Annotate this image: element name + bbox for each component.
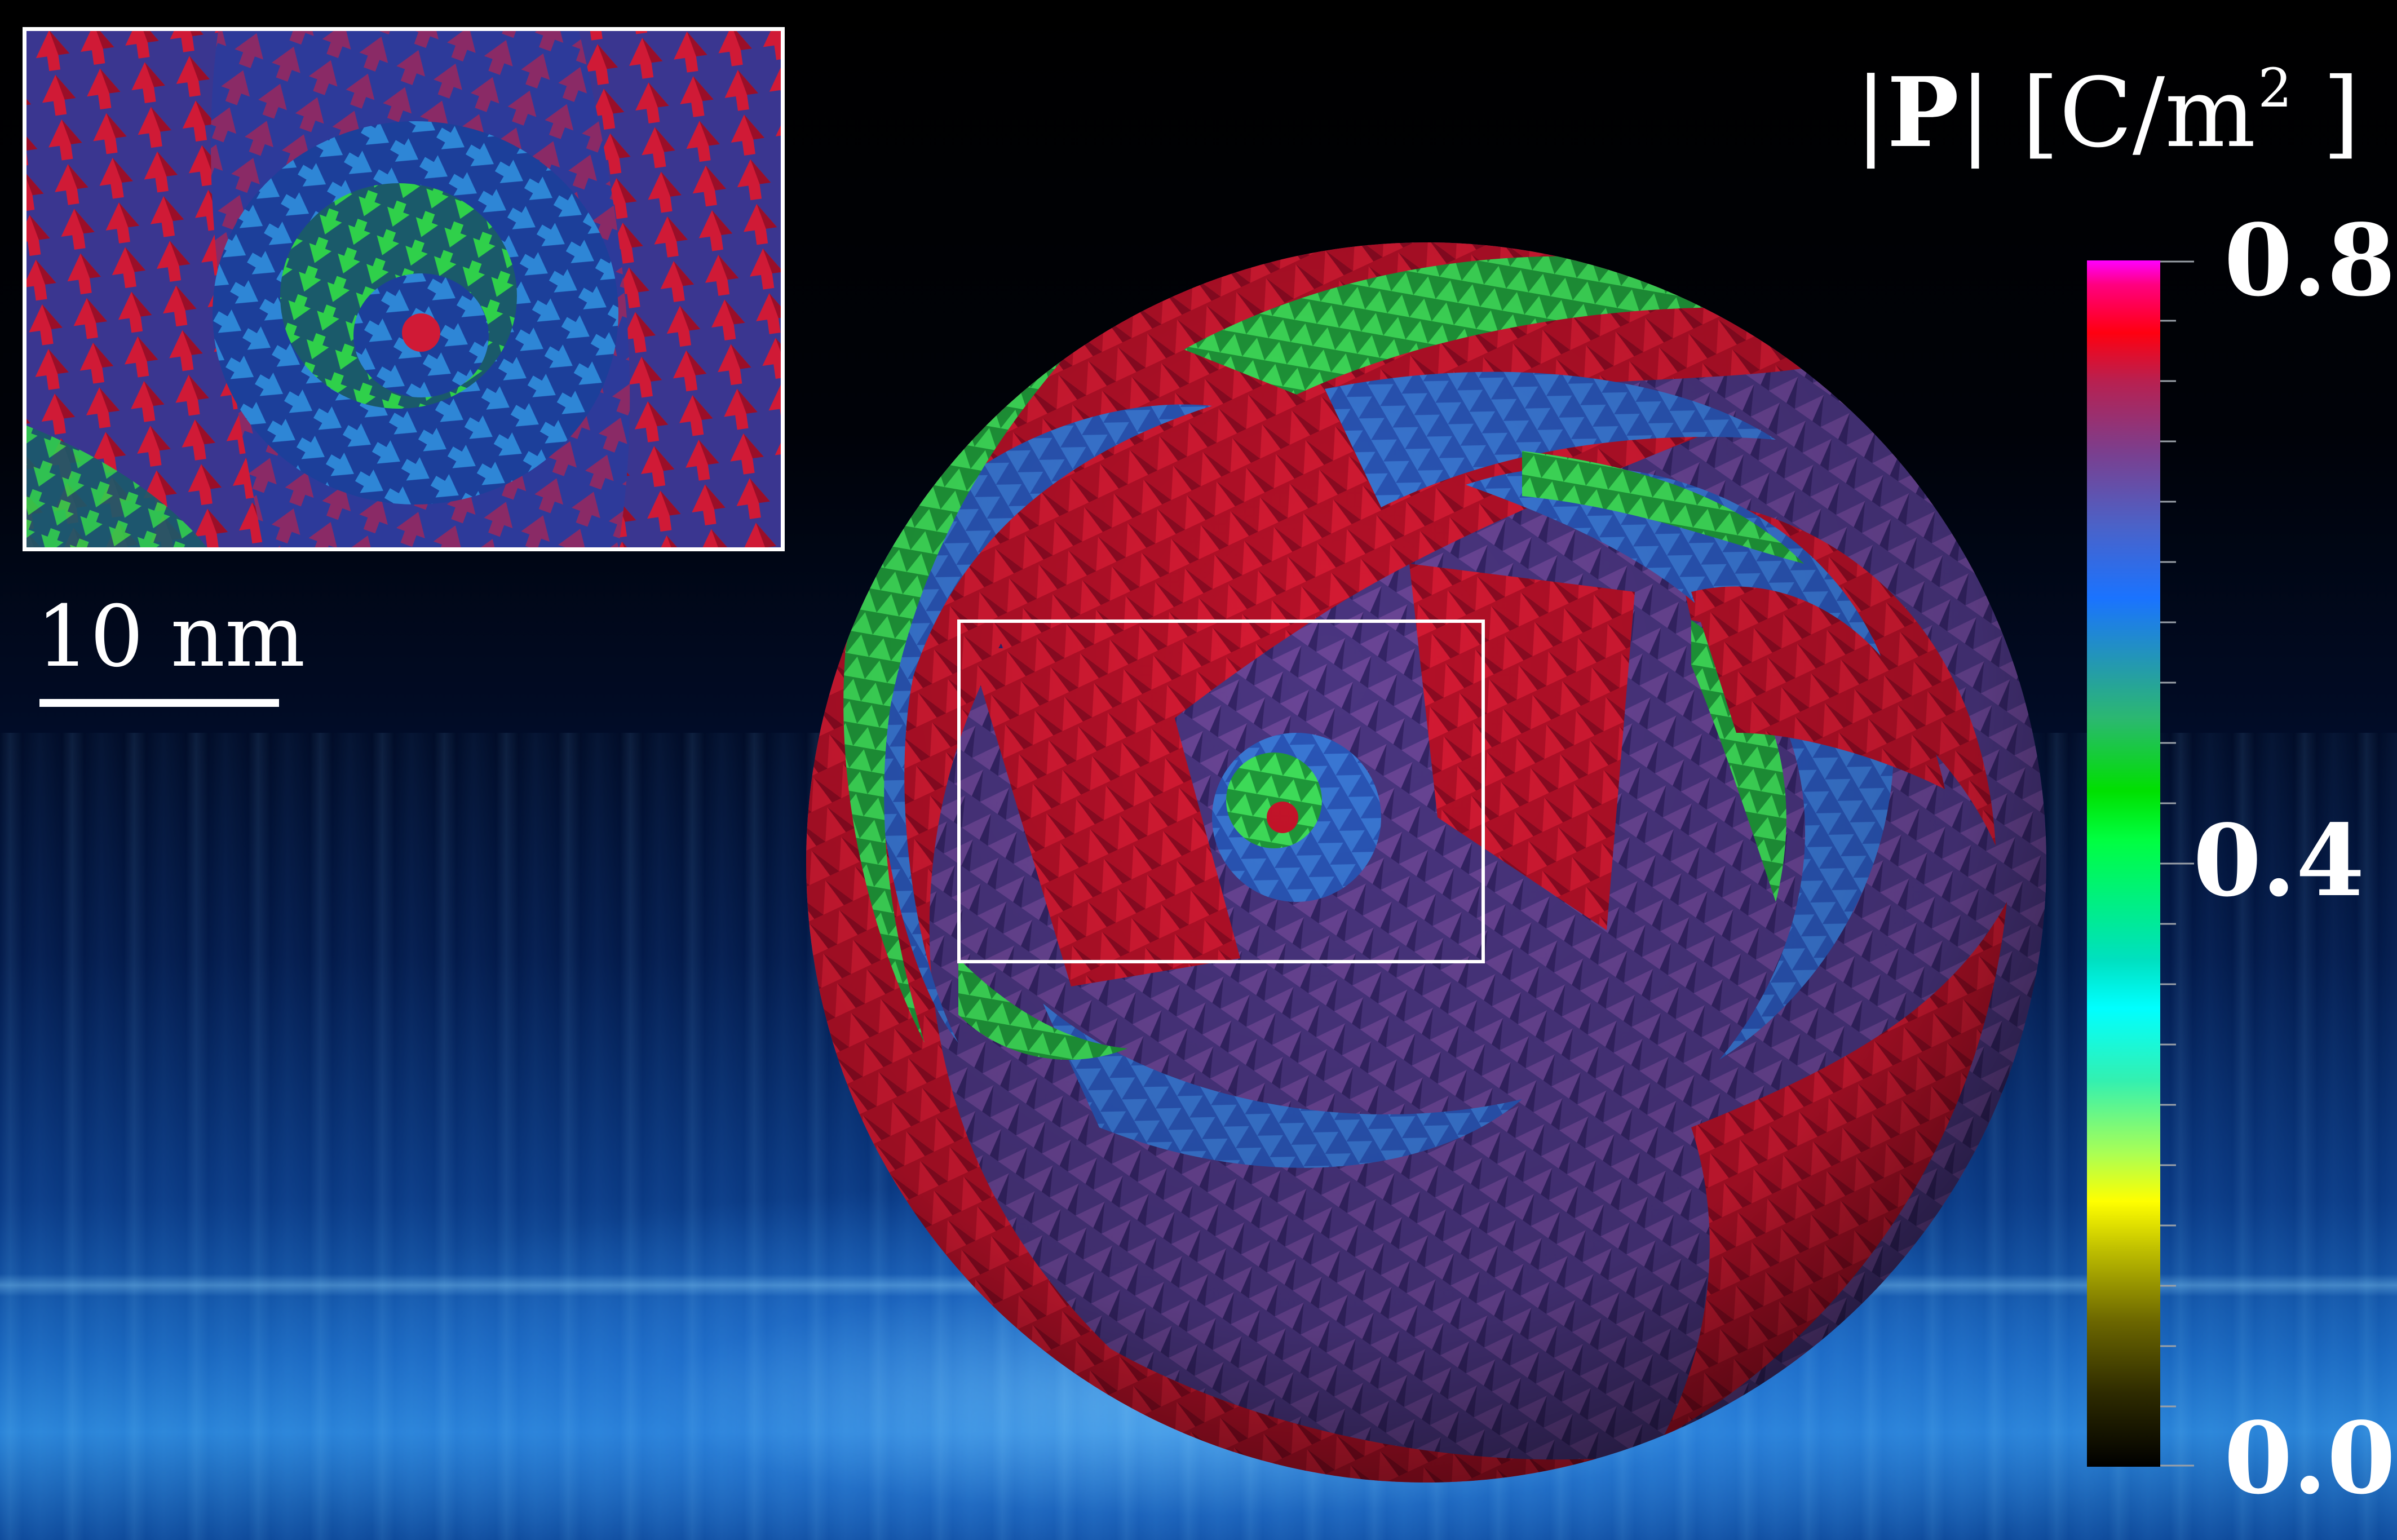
colorbar-title: |P| [C/m2 ] <box>1855 56 2360 169</box>
zoom-region-box <box>957 619 1485 963</box>
zoom-inset <box>23 27 785 551</box>
colorbar-title-unit: [C/m2 ] <box>2022 57 2360 169</box>
colorbar <box>2087 260 2160 1467</box>
colorbar-tick-label-min: 0.0 <box>2224 1401 2396 1516</box>
colorbar-title-symbol: P <box>1887 56 1960 169</box>
colorbar-tick-label-max: 0.8 <box>2224 203 2396 318</box>
colorbar-tick-label-mid: 0.4 <box>2193 803 2365 919</box>
scalebar-label: 10 nm <box>36 588 306 686</box>
zoom-inset-image <box>26 31 781 547</box>
colorbar-ticks <box>2160 260 2194 1467</box>
scalebar-line <box>39 699 279 707</box>
